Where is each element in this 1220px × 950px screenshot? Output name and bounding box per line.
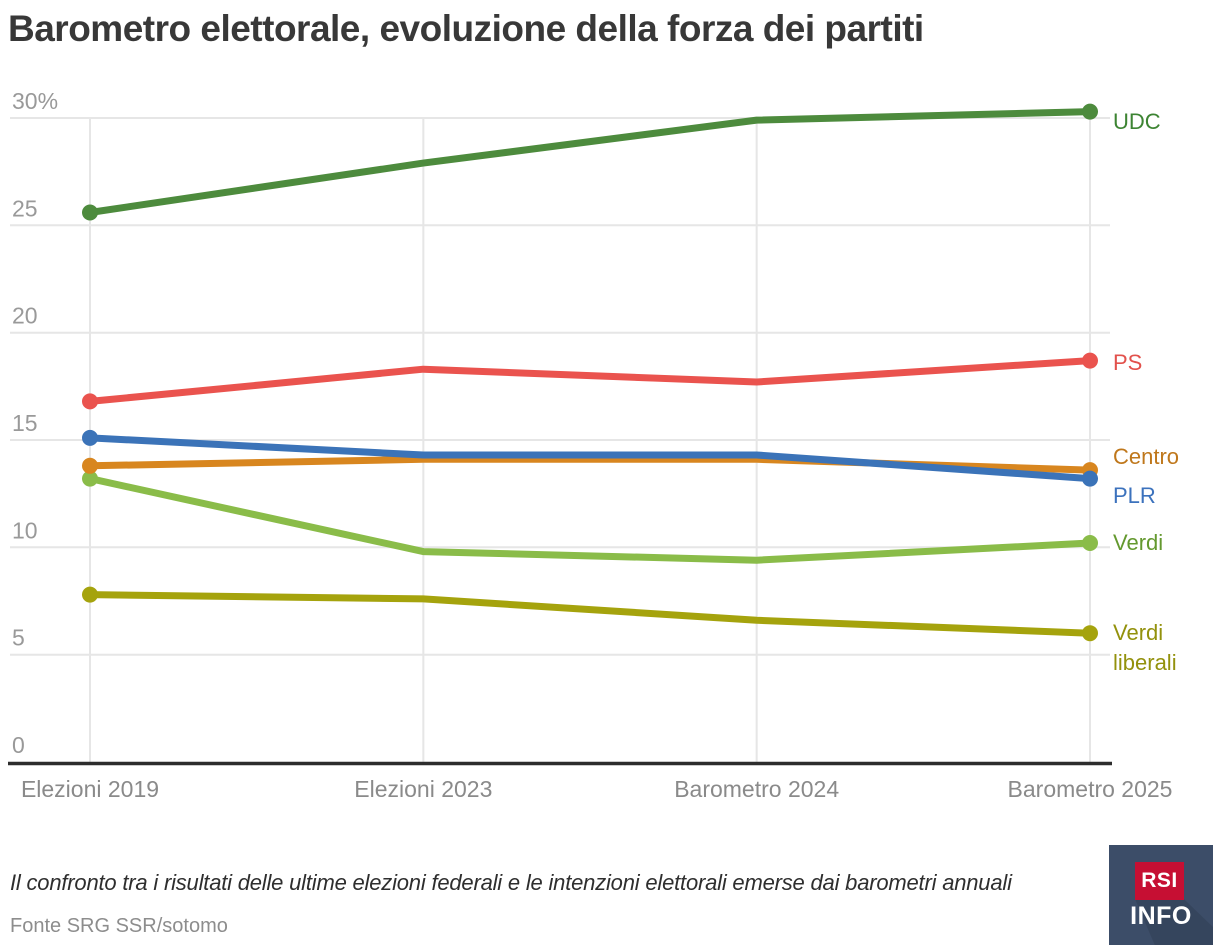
x-tick-label-barometro-2024: Barometro 2024 bbox=[674, 776, 839, 802]
series-label-line: liberali bbox=[1113, 650, 1177, 676]
series-label-line: UDC bbox=[1113, 108, 1161, 134]
rsi-info-logo: RSI INFO bbox=[1109, 845, 1213, 945]
series-label-centro: Centro bbox=[1113, 442, 1179, 472]
series-line-udc bbox=[86, 108, 1094, 216]
x-tick-label-elezioni-2023: Elezioni 2023 bbox=[354, 776, 492, 802]
chart-description: Il confronto tra i risultati delle ultim… bbox=[10, 870, 1012, 895]
series-endpoint-udc bbox=[1082, 103, 1098, 120]
series-endpoint-verdi-liberali bbox=[82, 586, 98, 603]
series-endpoint-plr bbox=[82, 429, 98, 446]
series-endpoint-plr bbox=[1082, 470, 1098, 487]
series-line-verdi bbox=[86, 475, 1094, 564]
rsi-logo-red-box: RSI bbox=[1135, 862, 1184, 900]
series-endpoint-verdi-liberali bbox=[1082, 625, 1098, 642]
series-endpoint-ps bbox=[82, 393, 98, 410]
series-endpoint-verdi bbox=[1082, 535, 1098, 551]
y-tick-label: 20 bbox=[12, 303, 38, 329]
series-line-plr bbox=[86, 434, 1094, 483]
series-label-verdi-liberali: Verdi liberali bbox=[1113, 618, 1177, 678]
y-tick-label: 0 bbox=[12, 732, 25, 758]
series-endpoint-centro bbox=[82, 457, 98, 474]
series-endpoint-udc bbox=[82, 204, 98, 221]
y-tick-label: 25 bbox=[12, 195, 38, 221]
rsi-logo-info-text: INFO bbox=[1130, 902, 1192, 930]
x-tick-label-barometro-2025: Barometro 2025 bbox=[1008, 776, 1173, 802]
y-tick-label: 10 bbox=[12, 517, 38, 543]
y-tick-label: 15 bbox=[12, 410, 38, 436]
series-label-line: PLR bbox=[1113, 482, 1156, 508]
series-label-line: Verdi bbox=[1113, 530, 1164, 555]
y-tick-label: 5 bbox=[12, 625, 25, 651]
series-endpoint-verdi bbox=[82, 470, 98, 487]
line-chart-canvas: 30% 25 20 15 10 5 0 Elezioni 2019 Elezioni 2023 B… bbox=[8, 88, 1173, 802]
series-line-ps bbox=[86, 357, 1094, 405]
series-label-verdi: Verdi bbox=[1113, 528, 1163, 558]
y-tick-label: 30% bbox=[12, 88, 58, 114]
series-line-verdi-liberali bbox=[86, 591, 1094, 637]
chart-source: Fonte SRG SSR/sotomo bbox=[10, 915, 228, 937]
chart-title: Barometro elettorale, evoluzione della f… bbox=[8, 8, 924, 49]
series-endpoint-ps bbox=[1082, 352, 1098, 369]
series-label-line: Verdi bbox=[1113, 620, 1164, 646]
series-label-line: Centro bbox=[1113, 444, 1180, 470]
series-label-plr: PLR bbox=[1113, 481, 1156, 511]
series-label-line: PS bbox=[1113, 349, 1143, 375]
series-label-ps: PS bbox=[1113, 348, 1142, 378]
x-tick-label-elezioni-2019: Elezioni 2019 bbox=[21, 776, 159, 802]
series-label-udc: UDC bbox=[1113, 107, 1161, 137]
